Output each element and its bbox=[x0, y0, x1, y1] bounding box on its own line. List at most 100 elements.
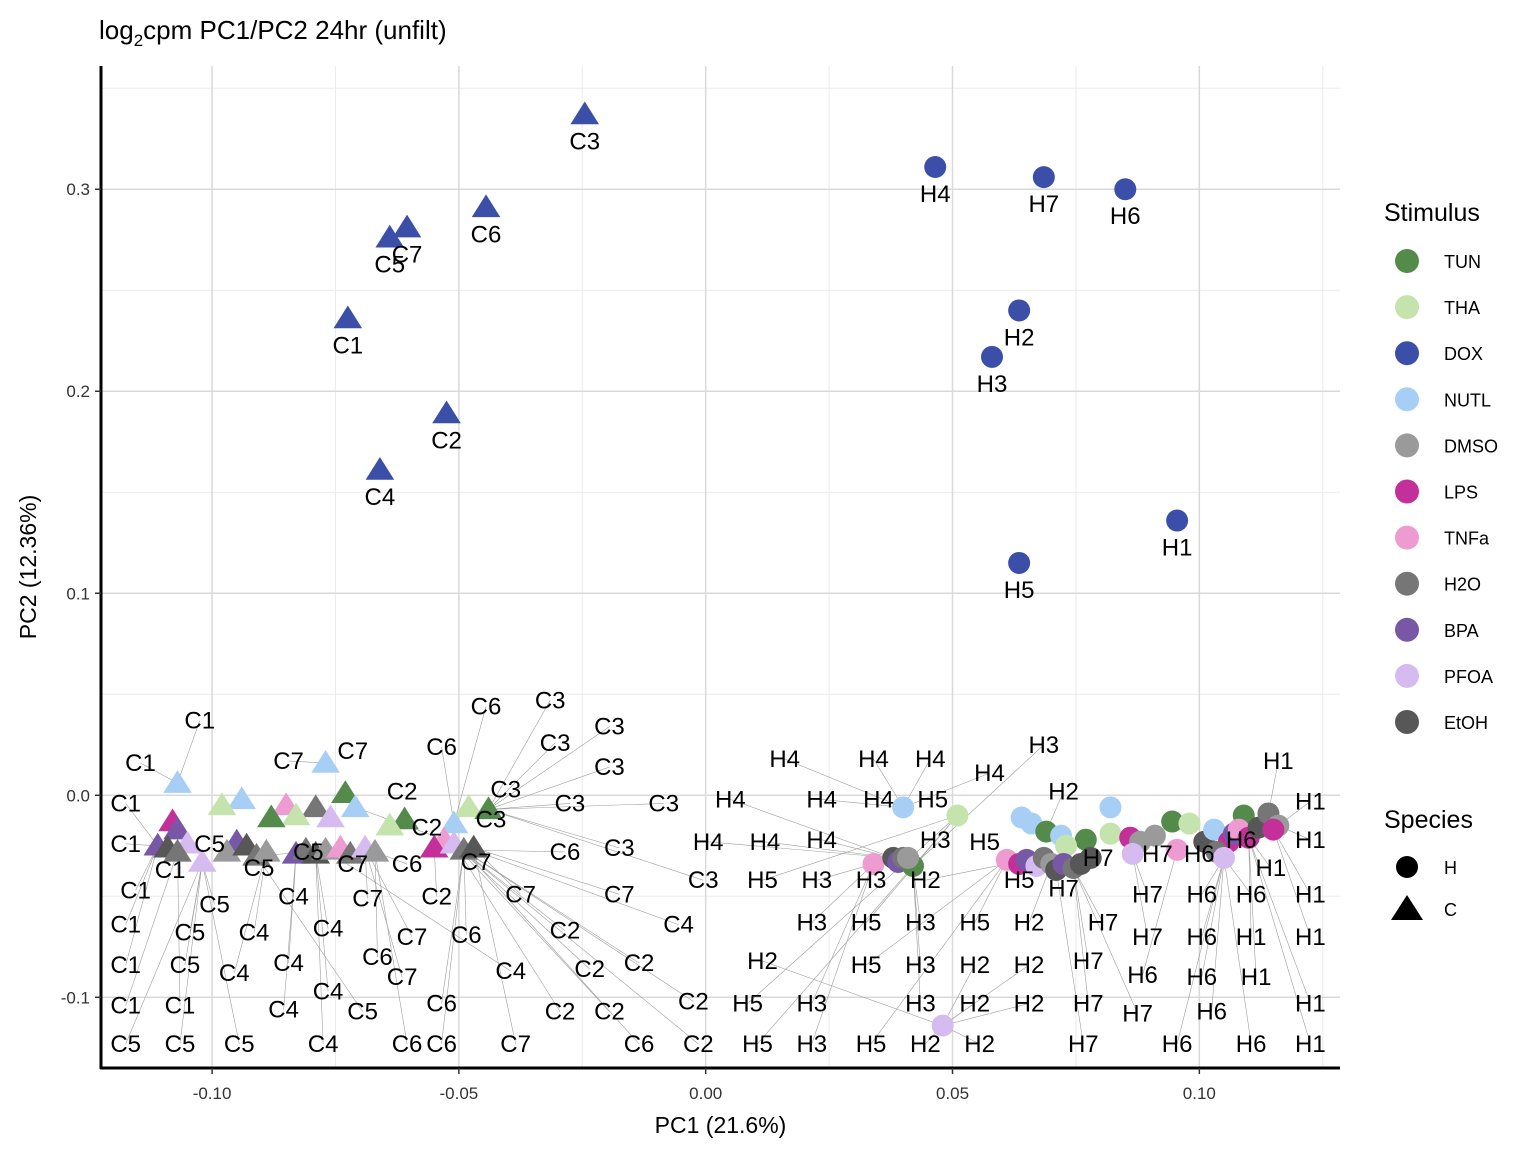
legend-label: H2O bbox=[1444, 575, 1481, 595]
legend-label: THA bbox=[1444, 298, 1480, 318]
point-label: H1 bbox=[1295, 924, 1326, 951]
point-label: C1 bbox=[110, 952, 141, 979]
point-label: H2 bbox=[1048, 778, 1079, 805]
point-label: C1 bbox=[332, 333, 363, 360]
leader-line bbox=[912, 865, 921, 966]
point-label: H1 bbox=[1295, 1031, 1326, 1058]
point-label: H3 bbox=[905, 990, 936, 1017]
leader-line bbox=[453, 843, 640, 964]
point-label: C1 bbox=[165, 992, 196, 1019]
leader-line bbox=[488, 766, 610, 810]
point-C-dox bbox=[432, 400, 461, 424]
x-tick-label: 0.10 bbox=[1183, 1084, 1216, 1103]
leader-line bbox=[1055, 869, 1084, 1044]
leader-line bbox=[1248, 837, 1311, 1044]
leader-line bbox=[315, 853, 324, 1044]
point-label: C5 bbox=[110, 1031, 141, 1058]
point-C-pfoa bbox=[187, 848, 217, 872]
point-H-dox bbox=[1008, 551, 1031, 574]
point-C-nutl bbox=[311, 749, 340, 773]
point-label: H3 bbox=[796, 990, 827, 1017]
point-label: C6 bbox=[426, 734, 457, 761]
point-label: H5 bbox=[856, 1031, 887, 1058]
point-label: C3 bbox=[476, 807, 507, 834]
leader-line bbox=[821, 799, 904, 808]
point-label: C7 bbox=[392, 242, 423, 269]
point-label: C2 bbox=[421, 883, 452, 910]
point-label: H7 bbox=[1132, 881, 1163, 908]
legend-label: PFOA bbox=[1444, 667, 1493, 687]
point-C-pfoa bbox=[316, 804, 345, 828]
point-label: H3 bbox=[977, 371, 1008, 398]
point-label: C6 bbox=[426, 1031, 457, 1058]
point-C-dox bbox=[570, 101, 600, 125]
point-label: H6 bbox=[1186, 924, 1217, 951]
point-label: C5 bbox=[244, 855, 275, 882]
point-label: H1 bbox=[1263, 748, 1294, 775]
leader-line bbox=[1248, 837, 1257, 978]
point-label: H5 bbox=[1004, 577, 1035, 604]
x-tick-label: -0.10 bbox=[193, 1084, 232, 1103]
point-C-h2o bbox=[335, 840, 365, 864]
point-H-tnfa bbox=[1166, 838, 1189, 861]
leader-line bbox=[177, 851, 181, 1006]
point-label: C3 bbox=[594, 754, 625, 781]
point-label: H6 bbox=[1236, 881, 1267, 908]
point-label: H1 bbox=[1295, 827, 1326, 854]
point-label: H3 bbox=[905, 952, 936, 979]
legend-key-circle bbox=[1396, 856, 1418, 878]
point-label: C6 bbox=[471, 693, 502, 720]
point-label: C1 bbox=[110, 992, 141, 1019]
point-label: C3 bbox=[555, 790, 586, 817]
leader-line bbox=[942, 964, 975, 1026]
point-H-tnfa bbox=[862, 852, 885, 875]
point-C-tun bbox=[390, 806, 419, 830]
point-label: C7 bbox=[337, 851, 368, 878]
point-label: C2 bbox=[545, 999, 576, 1026]
y-tick-label: 0.1 bbox=[66, 584, 90, 603]
legend-label: NUTL bbox=[1444, 390, 1491, 410]
point-label: C7 bbox=[397, 924, 428, 951]
leader-line bbox=[315, 853, 329, 929]
point-label: C5 bbox=[165, 1031, 196, 1058]
point-label: H4 bbox=[693, 829, 724, 856]
leader-line bbox=[730, 799, 894, 859]
point-H-dox bbox=[980, 345, 1003, 368]
point-label: H1 bbox=[1295, 788, 1326, 815]
leader-line bbox=[453, 843, 694, 1002]
point-label: H2 bbox=[1014, 952, 1045, 979]
point-label: H7 bbox=[1068, 1031, 1099, 1058]
x-tick-label: -0.05 bbox=[440, 1084, 479, 1103]
point-H-dox bbox=[1032, 166, 1055, 189]
point-C-h2o bbox=[301, 794, 331, 818]
leader-line bbox=[473, 847, 620, 895]
leader-line bbox=[912, 865, 921, 1004]
point-label: C4 bbox=[313, 916, 344, 943]
point-label: C2 bbox=[387, 778, 418, 805]
legend: Stimulus TUN THA DOX NUTL DMSO LPS TNFa H2O BPA PF… bbox=[1384, 199, 1498, 920]
point-label: C6 bbox=[471, 221, 502, 248]
leader-line bbox=[903, 772, 990, 808]
leader-line bbox=[125, 803, 159, 846]
leader-line bbox=[1248, 837, 1311, 1004]
leader-line bbox=[865, 859, 1007, 966]
leader-line bbox=[488, 700, 551, 810]
legend-key-pfoa bbox=[1395, 663, 1419, 688]
point-C-tha bbox=[281, 802, 311, 826]
legend-label: TUN bbox=[1444, 252, 1481, 272]
point-C-dox bbox=[375, 224, 405, 248]
point-label: H7 bbox=[1083, 845, 1114, 872]
point-label: H4 bbox=[863, 786, 894, 813]
point-label: H4 bbox=[715, 786, 746, 813]
point-label: H7 bbox=[1028, 191, 1059, 218]
point-label: C4 bbox=[313, 978, 344, 1005]
point-label: C5 bbox=[175, 920, 206, 947]
point-label: H5 bbox=[969, 829, 1000, 856]
leader-line bbox=[140, 762, 178, 784]
point-label: C7 bbox=[352, 885, 383, 912]
y-tick-label: 0.0 bbox=[66, 786, 90, 805]
point-label: C3 bbox=[490, 776, 521, 803]
point-label: H3 bbox=[856, 867, 887, 894]
point-label: H6 bbox=[1226, 827, 1257, 854]
point-H-dmso bbox=[1143, 824, 1166, 847]
